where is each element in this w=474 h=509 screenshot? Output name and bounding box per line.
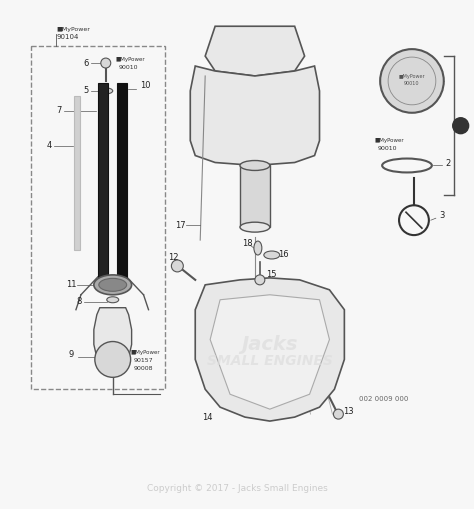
Polygon shape [190,66,319,165]
Text: Jacks: Jacks [242,335,298,354]
Text: 8: 8 [76,297,82,306]
Polygon shape [94,308,132,370]
Text: 2: 2 [446,159,451,168]
Text: 6: 6 [83,59,88,68]
Ellipse shape [94,275,132,295]
Text: 7: 7 [56,106,62,116]
Text: ■MyPower: ■MyPower [56,27,90,32]
Text: 15: 15 [266,270,276,279]
Bar [74,96,80,250]
Circle shape [101,58,111,68]
Text: 16: 16 [278,250,288,260]
Text: 90157: 90157 [134,358,153,363]
Polygon shape [195,278,345,421]
Bar [98,83,108,277]
Text: 10: 10 [141,81,151,91]
Text: 12: 12 [168,253,179,263]
Bar [240,165,270,227]
Text: 90010: 90010 [118,65,138,70]
Bar [31,46,165,389]
Circle shape [255,275,265,285]
Text: 13: 13 [343,407,354,416]
Text: 90104: 90104 [56,34,78,40]
Ellipse shape [264,251,280,259]
Text: 11: 11 [66,280,76,289]
Ellipse shape [99,88,113,94]
Text: 17: 17 [175,221,186,230]
Text: ■MyPower: ■MyPower [131,350,160,355]
Text: ■MyPower: ■MyPower [399,74,425,79]
Text: 3: 3 [439,211,444,220]
Text: 9: 9 [69,350,74,359]
Text: 1: 1 [458,123,463,129]
Text: 90008: 90008 [134,366,153,371]
Text: 18: 18 [242,239,253,247]
Text: Copyright © 2017 - Jacks Small Engines: Copyright © 2017 - Jacks Small Engines [146,484,328,493]
Circle shape [95,342,131,377]
Text: 4: 4 [46,141,51,150]
Ellipse shape [240,222,270,232]
Text: ■MyPower: ■MyPower [374,138,404,143]
Polygon shape [205,26,305,76]
Text: 90010: 90010 [377,146,397,151]
Circle shape [380,49,444,113]
Ellipse shape [254,241,262,255]
Circle shape [172,260,183,272]
Text: SMALL ENGINES: SMALL ENGINES [207,354,333,369]
Circle shape [453,118,469,134]
Ellipse shape [240,160,270,171]
Ellipse shape [107,297,118,303]
Circle shape [333,409,343,419]
Polygon shape [210,295,329,409]
Text: 14: 14 [202,413,213,421]
Text: 90010: 90010 [404,81,419,87]
Bar [117,83,127,277]
Text: 5: 5 [83,87,88,95]
Ellipse shape [99,278,127,291]
Text: 002 0009 000: 002 0009 000 [359,396,409,402]
Text: ■MyPower: ■MyPower [116,56,146,62]
